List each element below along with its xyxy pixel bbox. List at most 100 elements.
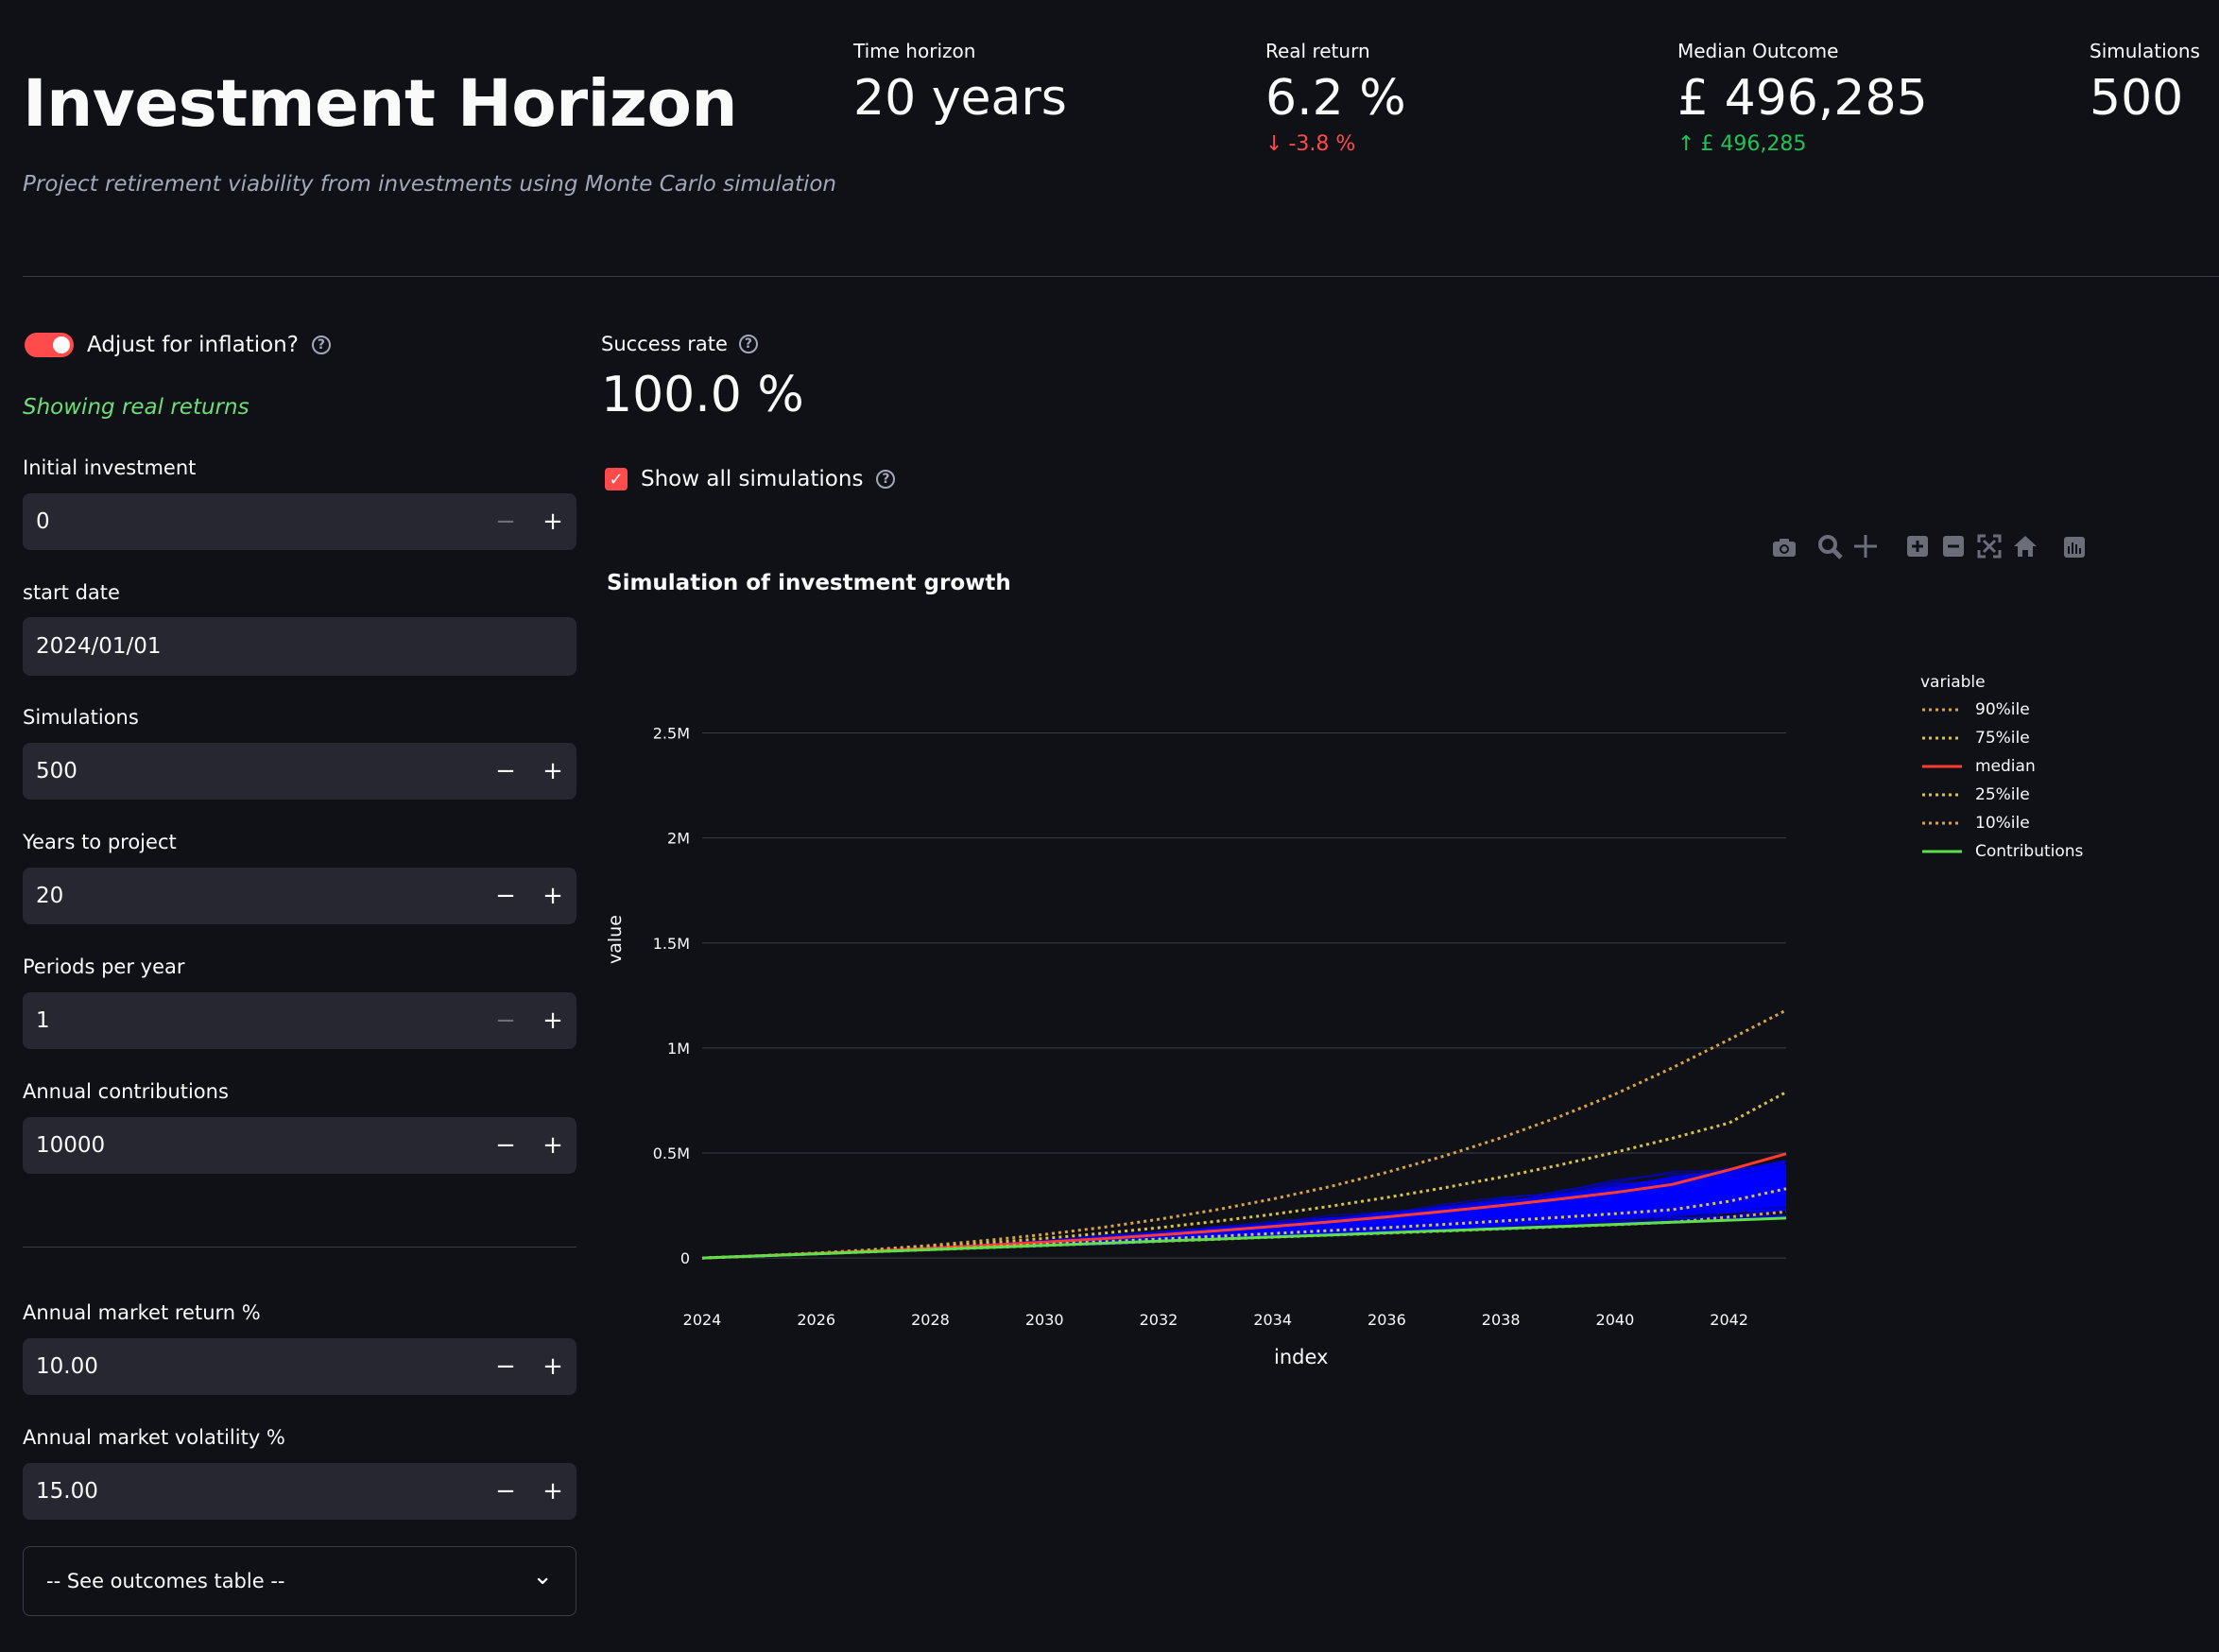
help-icon[interactable]: ? <box>876 470 896 489</box>
market-volatility-value[interactable]: 15.00 <box>36 1479 98 1504</box>
x-tick-label: 2024 <box>683 1311 722 1329</box>
years-value[interactable]: 20 <box>36 884 64 908</box>
inflation-toggle[interactable] <box>25 333 74 357</box>
outcomes-table-select[interactable]: -- See outcomes table -- ⌄ <box>23 1546 576 1616</box>
contributions-input: 10000 − + <box>23 1117 576 1174</box>
y-tick-label: 1M <box>667 1040 690 1058</box>
decrement-button[interactable]: − <box>495 757 516 785</box>
x-tick-label: 2032 <box>1140 1311 1178 1329</box>
header-divider <box>23 276 2219 277</box>
chevron-down-icon: ⌄ <box>532 1562 553 1591</box>
inflation-note: Showing real returns <box>23 395 249 420</box>
metric-delta-value: £ 496,285 <box>1700 132 1807 156</box>
legend-swatch <box>1922 850 1962 853</box>
plotly-logo-icon[interactable] <box>2064 537 2085 558</box>
contributions-value[interactable]: 10000 <box>36 1133 106 1158</box>
metric-time-horizon: Time horizon 20 years <box>853 40 1067 127</box>
help-icon[interactable]: ? <box>311 336 331 354</box>
market-volatility-label: Annual market volatility % <box>23 1426 285 1449</box>
simulation-chart[interactable]: 0 0.5M 1M 1.5M 2M 2.5M 2024 2026 2028 2030 2032 203… <box>595 662 1890 1380</box>
show-all-label: Show all simulations <box>641 467 864 491</box>
legend-label: 10%ile <box>1975 814 2030 833</box>
page-title: Investment Horizon <box>23 66 737 142</box>
increment-button[interactable]: + <box>542 508 563 536</box>
increment-button[interactable]: + <box>542 1352 563 1381</box>
legend-item[interactable]: median <box>1920 752 2083 781</box>
increment-button[interactable]: + <box>542 1131 563 1160</box>
metric-median-outcome: Median Outcome £ 496,285 ↑ £ 496,285 <box>1677 40 1928 156</box>
arrow-down-icon: ↓ <box>1265 132 1283 156</box>
decrement-button[interactable]: − <box>495 1131 516 1160</box>
periods-input: 1 − + <box>23 992 576 1049</box>
zoom-icon[interactable] <box>1818 535 1843 559</box>
legend-item[interactable]: Contributions <box>1920 837 2083 866</box>
home-icon[interactable] <box>2014 536 2037 557</box>
metric-simulations: Simulations 500 <box>2090 40 2200 127</box>
metric-delta-value: -3.8 % <box>1288 132 1356 156</box>
y-tick-label: 0.5M <box>653 1144 690 1162</box>
sidebar-divider <box>23 1247 576 1248</box>
start-date-label: start date <box>23 581 120 604</box>
legend-label: 25%ile <box>1975 785 2030 804</box>
autoscale-icon[interactable] <box>1977 534 2002 559</box>
y-tick-label: 2.5M <box>653 725 690 743</box>
y-axis-title: value <box>605 915 626 964</box>
decrement-button[interactable]: − <box>495 882 516 910</box>
legend-title: variable <box>1920 673 1986 692</box>
x-tick-label: 2040 <box>1596 1311 1635 1329</box>
x-tick-label: 2036 <box>1368 1311 1406 1329</box>
metric-label: Median Outcome <box>1677 40 1839 62</box>
legend-swatch <box>1922 765 1962 768</box>
inflation-toggle-label: Adjust for inflation? <box>87 333 299 357</box>
initial-investment-label: Initial investment <box>23 456 197 479</box>
increment-button[interactable]: + <box>542 1007 563 1035</box>
increment-button[interactable]: + <box>542 882 563 910</box>
decrement-button[interactable]: − <box>495 1477 516 1506</box>
market-return-label: Annual market return % <box>23 1301 261 1324</box>
x-tick-label: 2038 <box>1482 1311 1521 1329</box>
increment-button[interactable]: + <box>542 1477 563 1506</box>
metric-value: 500 <box>2090 70 2184 127</box>
initial-investment-value[interactable]: 0 <box>36 509 50 534</box>
years-label: Years to project <box>23 831 177 853</box>
market-return-value[interactable]: 10.00 <box>36 1354 98 1379</box>
camera-icon[interactable] <box>1773 539 1796 557</box>
show-all-checkbox[interactable]: ✓ <box>605 468 628 490</box>
pan-icon[interactable] <box>1854 535 1877 558</box>
success-rate-value: 100.0 % <box>601 367 804 423</box>
metric-delta: ↑ £ 496,285 <box>1677 132 1928 156</box>
success-rate-label: Success rate <box>601 333 728 355</box>
start-date-input[interactable]: 2024/01/01 <box>23 617 576 676</box>
metric-value: 6.2 % <box>1265 70 1406 127</box>
increment-button[interactable]: + <box>542 757 563 785</box>
decrement-button[interactable]: − <box>495 1352 516 1381</box>
series-line-contributions <box>701 1216 1787 1260</box>
legend-label: median <box>1975 757 2036 776</box>
simulations-value[interactable]: 500 <box>36 759 77 783</box>
decrement-button[interactable]: − <box>495 508 516 536</box>
legend-label: 75%ile <box>1975 729 2030 748</box>
metric-label: Real return <box>1265 40 1370 62</box>
decrement-button[interactable]: − <box>495 1007 516 1035</box>
market-volatility-input: 15.00 − + <box>23 1463 576 1520</box>
x-tick-label: 2028 <box>911 1311 950 1329</box>
legend-swatch <box>1922 708 1962 712</box>
arrow-up-icon: ↑ <box>1677 132 1695 156</box>
inflation-toggle-row: Adjust for inflation? ? <box>25 333 331 357</box>
legend-item[interactable]: 10%ile <box>1920 809 2083 837</box>
zoom-out-icon[interactable] <box>1943 536 1964 557</box>
x-tick-label: 2026 <box>797 1311 835 1329</box>
metric-delta: ↓ -3.8 % <box>1265 132 1406 156</box>
simulations-label: Simulations <box>23 706 139 729</box>
page-subtitle: Project retirement viability from invest… <box>23 172 837 197</box>
help-icon[interactable]: ? <box>738 335 758 353</box>
zoom-in-icon[interactable] <box>1907 536 1928 557</box>
metric-label: Time horizon <box>853 40 976 62</box>
legend-item[interactable]: 90%ile <box>1920 696 2083 724</box>
initial-investment-input: 0 − + <box>23 493 576 550</box>
periods-value[interactable]: 1 <box>36 1008 50 1033</box>
legend-item[interactable]: 25%ile <box>1920 781 2083 809</box>
market-return-input: 10.00 − + <box>23 1338 576 1395</box>
periods-label: Periods per year <box>23 955 185 978</box>
legend-item[interactable]: 75%ile <box>1920 724 2083 752</box>
